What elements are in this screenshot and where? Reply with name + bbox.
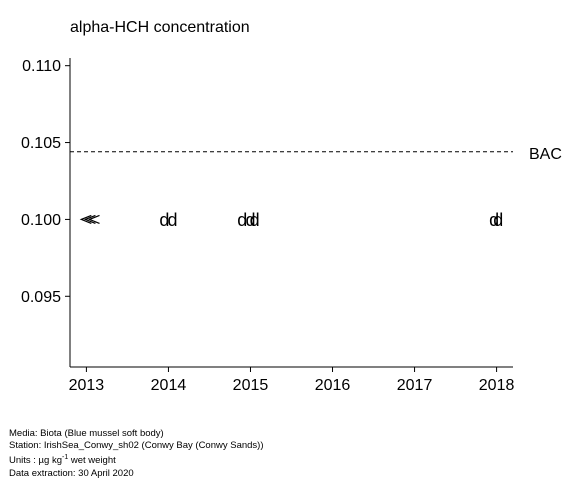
- x-tick-label: 2017: [397, 377, 433, 394]
- axes: 0.095 0.100 0.105 0.110 2013 2014 2015 2016 2017…: [21, 58, 515, 394]
- x-tick-label: 2016: [315, 377, 351, 394]
- data-point-marker: d: [489, 210, 499, 230]
- chart-title: alpha-HCH concentration: [70, 19, 250, 36]
- data-point-marker: d: [250, 210, 260, 230]
- footer-units: Units : µg kg-1 wet weight: [9, 452, 264, 467]
- data-point-marker: d: [159, 210, 169, 230]
- x-tick-label: 2018: [479, 377, 515, 394]
- y-tick-label: 0.110: [22, 58, 61, 75]
- less-than-marker: [79, 214, 92, 224]
- data-point-marker: d: [245, 210, 255, 230]
- reference-lines: BAC: [70, 146, 562, 163]
- x-tick-label: 2013: [69, 377, 105, 394]
- units-exponent: -1: [62, 454, 69, 462]
- data-point-marker: d: [168, 210, 178, 230]
- units-suffix: wet weight: [68, 455, 116, 467]
- y-tick-label: 0.095: [21, 289, 61, 306]
- bac-label: BAC: [529, 146, 562, 163]
- footer-station: Station: IrishSea_Conwy_sh02 (Conwy Bay …: [9, 440, 264, 452]
- x-tick-label: 2014: [151, 377, 187, 394]
- units-prefix: Units : µg kg: [9, 455, 62, 467]
- data-points: dd ddd dd: [79, 210, 503, 230]
- less-than-marker: [83, 214, 96, 224]
- less-than-marker: [87, 214, 100, 224]
- footer-media: Media: Biota (Blue mussel soft body): [9, 428, 164, 439]
- chart-footer: Media: Biota (Blue mussel soft body) Sta…: [9, 428, 264, 480]
- data-point-marker: d: [237, 210, 247, 230]
- footer-extraction: Data extraction: 30 April 2020: [9, 467, 134, 479]
- x-tick-label: 2015: [233, 377, 269, 394]
- y-tick-label: 0.100: [21, 212, 61, 229]
- y-tick-label: 0.105: [21, 135, 61, 152]
- data-point-marker: d: [493, 210, 503, 230]
